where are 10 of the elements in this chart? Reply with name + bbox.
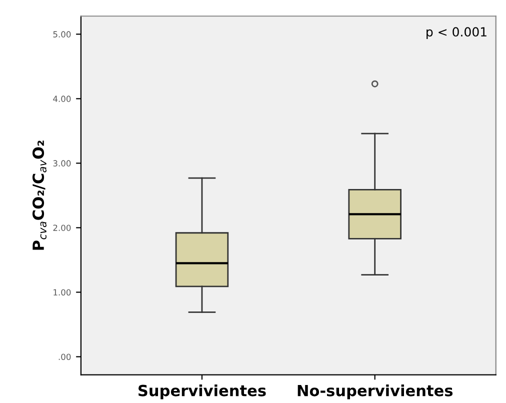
y-tick-label: 2.00 [53,224,71,231]
y-tick-label: 5.00 [53,31,71,38]
y-tick-label: 4.00 [53,96,71,102]
x-tick-label: Supervivientes [138,384,266,400]
y-tick-label: 1.00 [54,289,71,296]
y-tick-label: 3.00 [53,160,71,166]
x-tick-label: No-supervivientes [298,384,453,400]
y-axis-title: P$_{cva}$CO₂/C$_{av}$O₂ [32,140,46,250]
annotation: p < 0.001 [426,27,486,39]
y-tick-label: .00 [58,354,71,360]
